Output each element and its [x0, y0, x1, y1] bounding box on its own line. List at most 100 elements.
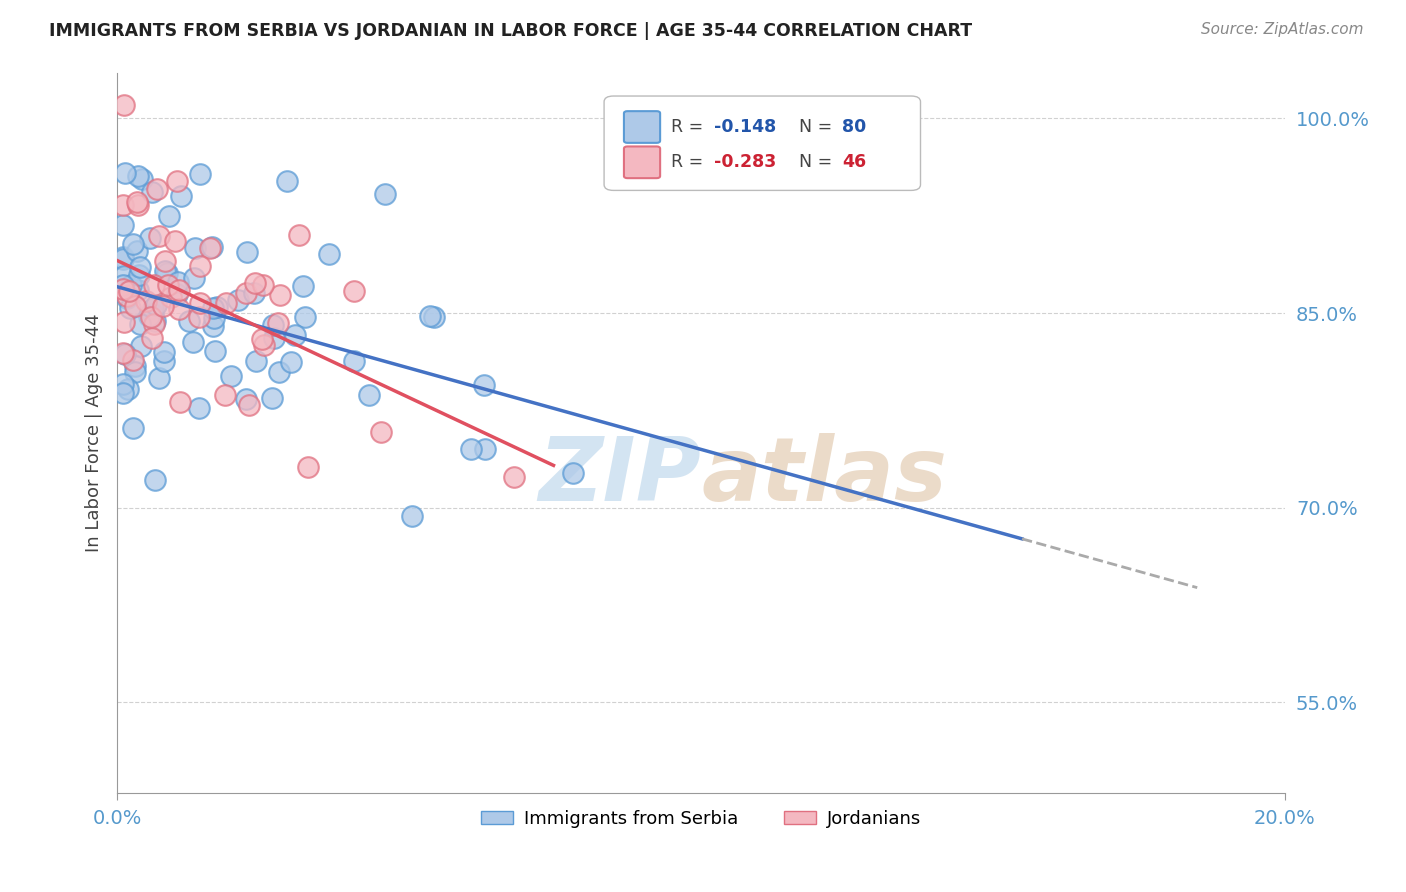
- Point: [124, 365, 146, 379]
- Point: [200, 241, 222, 255]
- Point: [131, 172, 153, 186]
- Point: [142, 278, 165, 293]
- Text: R =: R =: [671, 153, 709, 171]
- Point: [188, 296, 211, 310]
- Point: [288, 228, 311, 243]
- Point: [188, 310, 211, 324]
- Point: [155, 267, 177, 281]
- Point: [148, 371, 170, 385]
- Text: atlas: atlas: [702, 433, 946, 520]
- Point: [163, 234, 186, 248]
- FancyBboxPatch shape: [624, 146, 661, 178]
- Point: [112, 282, 135, 296]
- Point: [343, 354, 366, 368]
- Point: [202, 318, 225, 333]
- Point: [112, 218, 135, 232]
- Point: [139, 310, 162, 324]
- Text: 80: 80: [842, 118, 866, 136]
- Point: [166, 287, 188, 301]
- Point: [115, 289, 138, 303]
- Point: [112, 269, 135, 284]
- Text: 46: 46: [842, 153, 866, 171]
- Point: [153, 254, 176, 268]
- Point: [359, 388, 381, 402]
- Text: N =: N =: [799, 153, 838, 171]
- Point: [184, 241, 207, 255]
- Point: [127, 283, 149, 297]
- Point: [169, 395, 191, 409]
- Point: [122, 237, 145, 252]
- Point: [153, 345, 176, 359]
- Point: [157, 277, 180, 292]
- Point: [243, 277, 266, 291]
- Point: [419, 309, 441, 323]
- Point: [267, 365, 290, 379]
- Point: [125, 194, 148, 209]
- Text: IMMIGRANTS FROM SERBIA VS JORDANIAN IN LABOR FORCE | AGE 35-44 CORRELATION CHART: IMMIGRANTS FROM SERBIA VS JORDANIAN IN L…: [49, 22, 973, 40]
- Point: [166, 174, 188, 188]
- Point: [280, 355, 302, 369]
- Point: [201, 301, 224, 316]
- Point: [370, 425, 392, 439]
- FancyBboxPatch shape: [624, 112, 661, 143]
- Point: [167, 301, 190, 316]
- Point: [235, 245, 257, 260]
- Point: [160, 290, 183, 304]
- Point: [143, 317, 166, 331]
- Point: [343, 285, 366, 299]
- Point: [142, 301, 165, 316]
- Point: [183, 270, 205, 285]
- Point: [235, 285, 257, 300]
- Text: -0.148: -0.148: [714, 118, 776, 136]
- Point: [124, 359, 146, 373]
- Point: [122, 421, 145, 435]
- Point: [262, 391, 284, 405]
- Point: [472, 377, 495, 392]
- Point: [129, 260, 152, 274]
- Point: [117, 382, 139, 396]
- Point: [262, 318, 284, 333]
- Point: [294, 310, 316, 325]
- Y-axis label: In Labor Force | Age 35-44: In Labor Force | Age 35-44: [86, 314, 103, 552]
- Point: [135, 294, 157, 309]
- Point: [276, 174, 298, 188]
- Point: [112, 346, 135, 360]
- Point: [238, 398, 260, 412]
- Text: -0.283: -0.283: [714, 153, 776, 171]
- Point: [128, 268, 150, 283]
- Point: [269, 288, 291, 302]
- Point: [127, 197, 149, 211]
- Point: [129, 318, 152, 332]
- Point: [318, 247, 340, 261]
- Point: [152, 299, 174, 313]
- Point: [474, 442, 496, 457]
- Point: [141, 331, 163, 345]
- Point: [141, 185, 163, 199]
- Point: [250, 332, 273, 346]
- Text: Source: ZipAtlas.com: Source: ZipAtlas.com: [1201, 22, 1364, 37]
- Text: R =: R =: [671, 118, 709, 136]
- Point: [202, 311, 225, 326]
- Point: [145, 298, 167, 312]
- Point: [125, 244, 148, 258]
- Point: [138, 309, 160, 323]
- Point: [374, 187, 396, 202]
- Point: [502, 470, 524, 484]
- Point: [153, 264, 176, 278]
- Point: [157, 210, 180, 224]
- Point: [177, 314, 200, 328]
- Point: [112, 278, 135, 293]
- Point: [120, 277, 142, 292]
- Point: [284, 328, 307, 343]
- Point: [152, 354, 174, 368]
- Point: [142, 307, 165, 321]
- Point: [114, 315, 136, 329]
- Point: [167, 276, 190, 290]
- Point: [215, 296, 238, 310]
- Point: [118, 285, 141, 299]
- Point: [167, 283, 190, 297]
- Point: [145, 181, 167, 195]
- Legend: Immigrants from Serbia, Jordanians: Immigrants from Serbia, Jordanians: [474, 802, 928, 835]
- Point: [112, 376, 135, 391]
- Point: [122, 352, 145, 367]
